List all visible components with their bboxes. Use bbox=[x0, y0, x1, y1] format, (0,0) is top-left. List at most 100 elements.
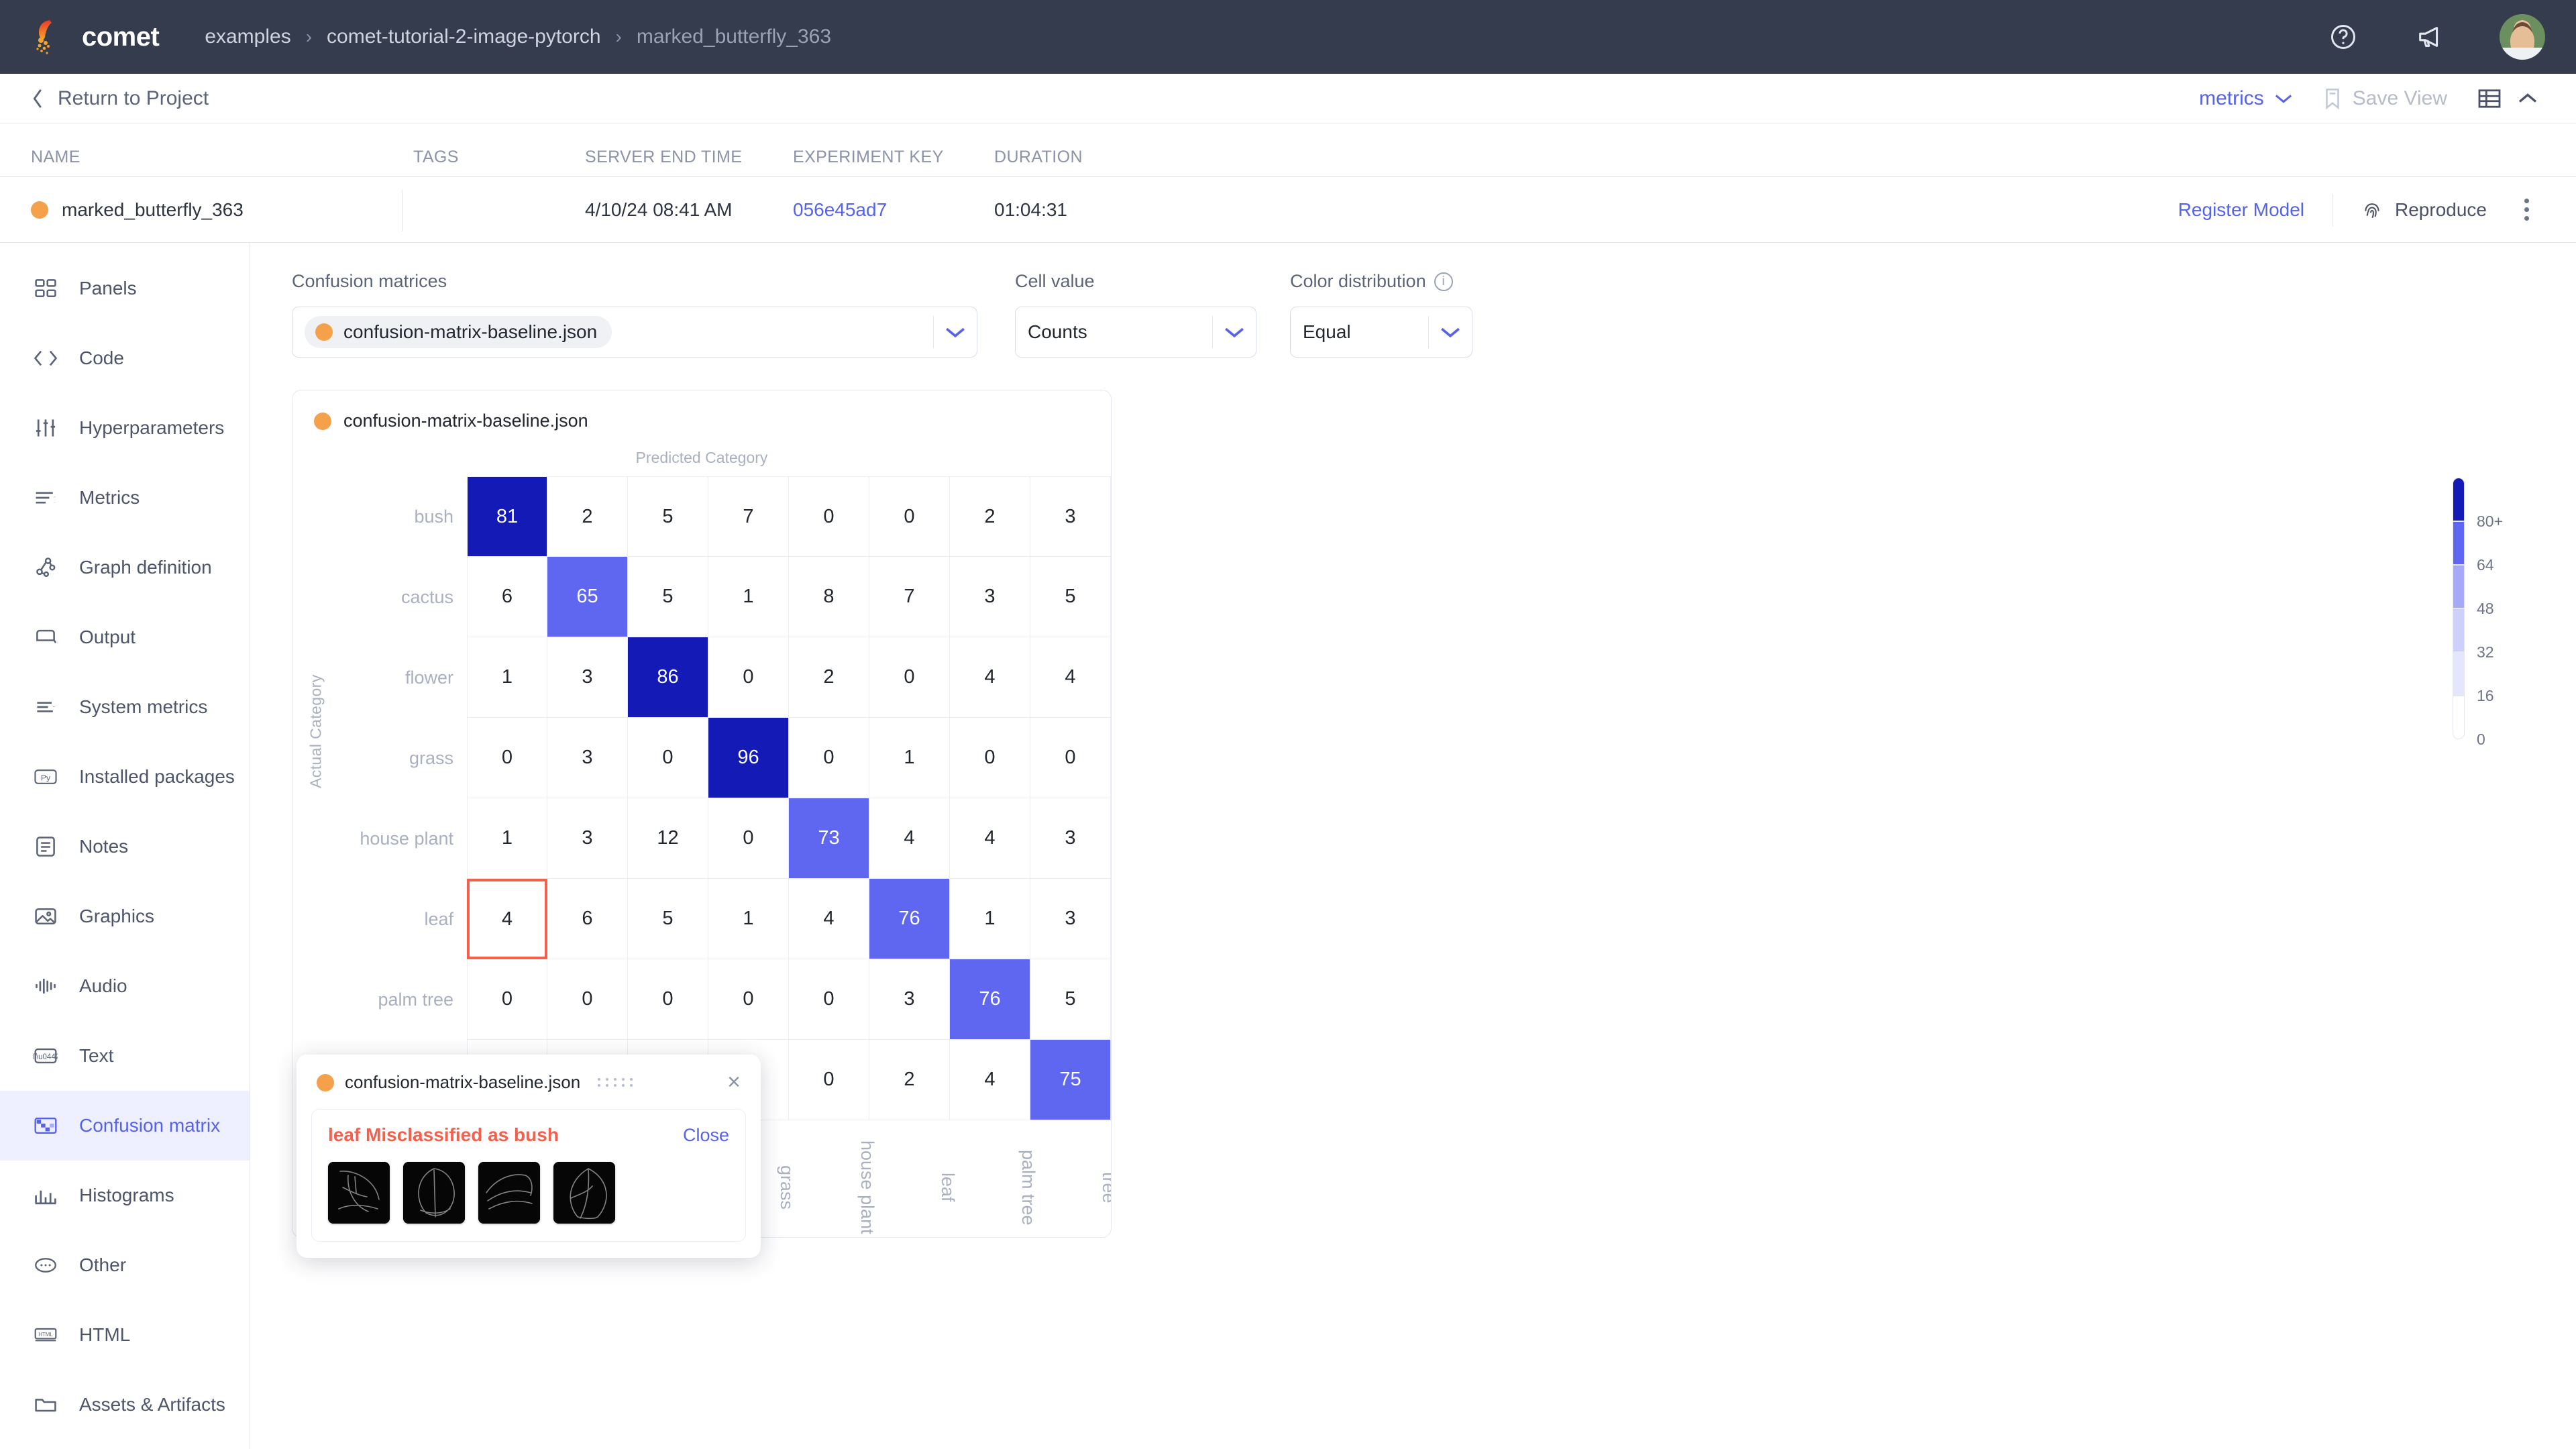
popover-close-button[interactable]: Close bbox=[682, 1124, 729, 1145]
matrix-cell[interactable]: 7 bbox=[869, 557, 950, 637]
matrix-cell[interactable]: 0 bbox=[789, 718, 869, 798]
sidebar-item-graph-definition[interactable]: Graph definition bbox=[0, 533, 250, 602]
chevron-down-icon[interactable] bbox=[934, 327, 977, 338]
matrix-cell[interactable]: 0 bbox=[1030, 718, 1111, 798]
matrix-cell[interactable]: 76 bbox=[869, 879, 950, 959]
breadcrumb-item-project[interactable]: comet-tutorial-2-image-pytorch bbox=[327, 25, 601, 48]
color-distribution-select[interactable]: Equal bbox=[1290, 307, 1472, 358]
matrix-cell[interactable]: 6 bbox=[467, 557, 547, 637]
sidebar-item-metrics[interactable]: Metrics bbox=[0, 463, 250, 533]
sidebar-item-other[interactable]: Other bbox=[0, 1230, 250, 1300]
return-to-project-button[interactable]: Return to Project bbox=[31, 87, 209, 110]
sidebar-item-confusion-matrix[interactable]: Confusion matrix bbox=[0, 1091, 250, 1161]
reproduce-button[interactable]: Reproduce bbox=[2361, 199, 2487, 221]
chevron-down-icon[interactable] bbox=[1429, 327, 1472, 338]
matrix-cell[interactable]: 1 bbox=[869, 718, 950, 798]
matrix-cell[interactable]: 5 bbox=[1030, 959, 1111, 1040]
matrix-cell[interactable]: 5 bbox=[628, 476, 708, 557]
matrix-cell[interactable]: 3 bbox=[547, 718, 628, 798]
matrix-cell[interactable]: 73 bbox=[789, 798, 869, 879]
more-options-icon[interactable] bbox=[2515, 195, 2538, 225]
matrix-cell[interactable]: 0 bbox=[467, 718, 547, 798]
matrix-cell[interactable]: 2 bbox=[869, 1040, 950, 1120]
experiment-key-link[interactable]: 056e45ad7 bbox=[793, 199, 888, 220]
misclassified-thumbnail[interactable] bbox=[403, 1162, 465, 1224]
save-view-button[interactable]: Save View bbox=[2323, 87, 2447, 110]
matrix-cell[interactable]: 2 bbox=[950, 476, 1030, 557]
matrix-cell[interactable]: 3 bbox=[547, 637, 628, 718]
table-icon[interactable] bbox=[2478, 89, 2501, 109]
matrix-cell[interactable]: 8 bbox=[789, 557, 869, 637]
confusion-matrices-select[interactable]: confusion-matrix-baseline.json bbox=[292, 307, 977, 358]
matrix-cell[interactable]: 75 bbox=[1030, 1040, 1111, 1120]
matrix-cell[interactable]: 4 bbox=[950, 1040, 1030, 1120]
drag-handle-icon[interactable] bbox=[598, 1078, 635, 1087]
matrix-cell[interactable]: 1 bbox=[467, 798, 547, 879]
matrix-cell[interactable]: 0 bbox=[708, 959, 789, 1040]
matrix-cell[interactable]: 0 bbox=[628, 718, 708, 798]
matrix-cell[interactable]: 2 bbox=[789, 637, 869, 718]
matrix-cell[interactable]: 0 bbox=[467, 959, 547, 1040]
matrix-cell[interactable]: 1 bbox=[467, 637, 547, 718]
matrix-cell[interactable]: 4 bbox=[1030, 637, 1111, 718]
misclassification-popover[interactable]: confusion-matrix-baseline.json × leaf Mi… bbox=[297, 1055, 761, 1258]
sidebar-item-hyperparameters[interactable]: Hyperparameters bbox=[0, 393, 250, 463]
matrix-cell[interactable]: 4 bbox=[789, 879, 869, 959]
matrix-cell[interactable]: 4 bbox=[869, 798, 950, 879]
matrix-cell[interactable]: 3 bbox=[1030, 879, 1111, 959]
matrix-cell[interactable]: 1 bbox=[708, 879, 789, 959]
sidebar-item-notes[interactable]: Notes bbox=[0, 812, 250, 881]
close-icon[interactable]: × bbox=[727, 1069, 741, 1095]
matrix-cell[interactable]: 0 bbox=[547, 959, 628, 1040]
matrix-cell[interactable]: 1 bbox=[708, 557, 789, 637]
sidebar-item-output[interactable]: Output bbox=[0, 602, 250, 672]
matrix-cell[interactable]: 0 bbox=[789, 476, 869, 557]
matrix-cell[interactable]: 81 bbox=[467, 476, 547, 557]
matrix-cell[interactable]: 0 bbox=[628, 959, 708, 1040]
sidebar-item-installed-packages[interactable]: Py Installed packages bbox=[0, 742, 250, 812]
matrix-cell[interactable]: 4 bbox=[467, 879, 547, 959]
matrix-cell[interactable]: 5 bbox=[628, 557, 708, 637]
misclassified-thumbnail[interactable] bbox=[553, 1162, 615, 1224]
avatar[interactable] bbox=[2500, 14, 2545, 60]
matrix-cell[interactable]: 65 bbox=[547, 557, 628, 637]
matrix-cell[interactable]: 0 bbox=[869, 476, 950, 557]
sidebar-item-graphics[interactable]: Graphics bbox=[0, 881, 250, 951]
register-model-button[interactable]: Register Model bbox=[2178, 199, 2305, 220]
announcements-icon[interactable] bbox=[2412, 19, 2449, 55]
matrix-cell[interactable]: 3 bbox=[1030, 798, 1111, 879]
sidebar-item-system-metrics[interactable]: System metrics bbox=[0, 672, 250, 742]
help-icon[interactable] bbox=[2325, 19, 2361, 55]
matrix-cell[interactable]: 96 bbox=[708, 718, 789, 798]
info-icon[interactable]: i bbox=[1434, 272, 1453, 291]
experiment-table-row[interactable]: marked_butterfly_363 4/10/24 08:41 AM 05… bbox=[0, 177, 2576, 243]
matrix-cell[interactable]: 0 bbox=[950, 718, 1030, 798]
matrix-cell[interactable]: 0 bbox=[708, 798, 789, 879]
matrix-cell[interactable]: 6 bbox=[547, 879, 628, 959]
sidebar-item-assets-artifacts[interactable]: Assets & Artifacts bbox=[0, 1370, 250, 1440]
matrix-cell[interactable]: 0 bbox=[789, 959, 869, 1040]
sidebar-item-panels[interactable]: Panels bbox=[0, 254, 250, 323]
misclassified-thumbnail[interactable] bbox=[478, 1162, 540, 1224]
metrics-dropdown[interactable]: metrics bbox=[2199, 87, 2292, 110]
breadcrumb-item-examples[interactable]: examples bbox=[205, 25, 291, 48]
matrix-cell[interactable]: 5 bbox=[1030, 557, 1111, 637]
matrix-cell[interactable]: 1 bbox=[950, 879, 1030, 959]
matrix-cell[interactable]: 5 bbox=[628, 879, 708, 959]
matrix-cell[interactable]: 76 bbox=[950, 959, 1030, 1040]
sidebar-item-text[interactable]: T\u0442 Text bbox=[0, 1021, 250, 1091]
sidebar-item-html[interactable]: HTML HTML bbox=[0, 1300, 250, 1370]
matrix-cell[interactable]: 2 bbox=[547, 476, 628, 557]
matrix-cell[interactable]: 0 bbox=[708, 637, 789, 718]
sidebar-item-histograms[interactable]: Histograms bbox=[0, 1161, 250, 1230]
chevron-down-icon[interactable] bbox=[1213, 327, 1256, 338]
chevron-up-icon[interactable] bbox=[2518, 93, 2537, 104]
matrix-cell[interactable]: 3 bbox=[547, 798, 628, 879]
matrix-cell[interactable]: 0 bbox=[789, 1040, 869, 1120]
matrix-cell[interactable]: 12 bbox=[628, 798, 708, 879]
matrix-cell[interactable]: 7 bbox=[708, 476, 789, 557]
sidebar-item-audio[interactable]: Audio bbox=[0, 951, 250, 1021]
misclassified-thumbnail[interactable] bbox=[328, 1162, 390, 1224]
cell-value-select[interactable]: Counts bbox=[1015, 307, 1256, 358]
matrix-cell[interactable]: 3 bbox=[869, 959, 950, 1040]
